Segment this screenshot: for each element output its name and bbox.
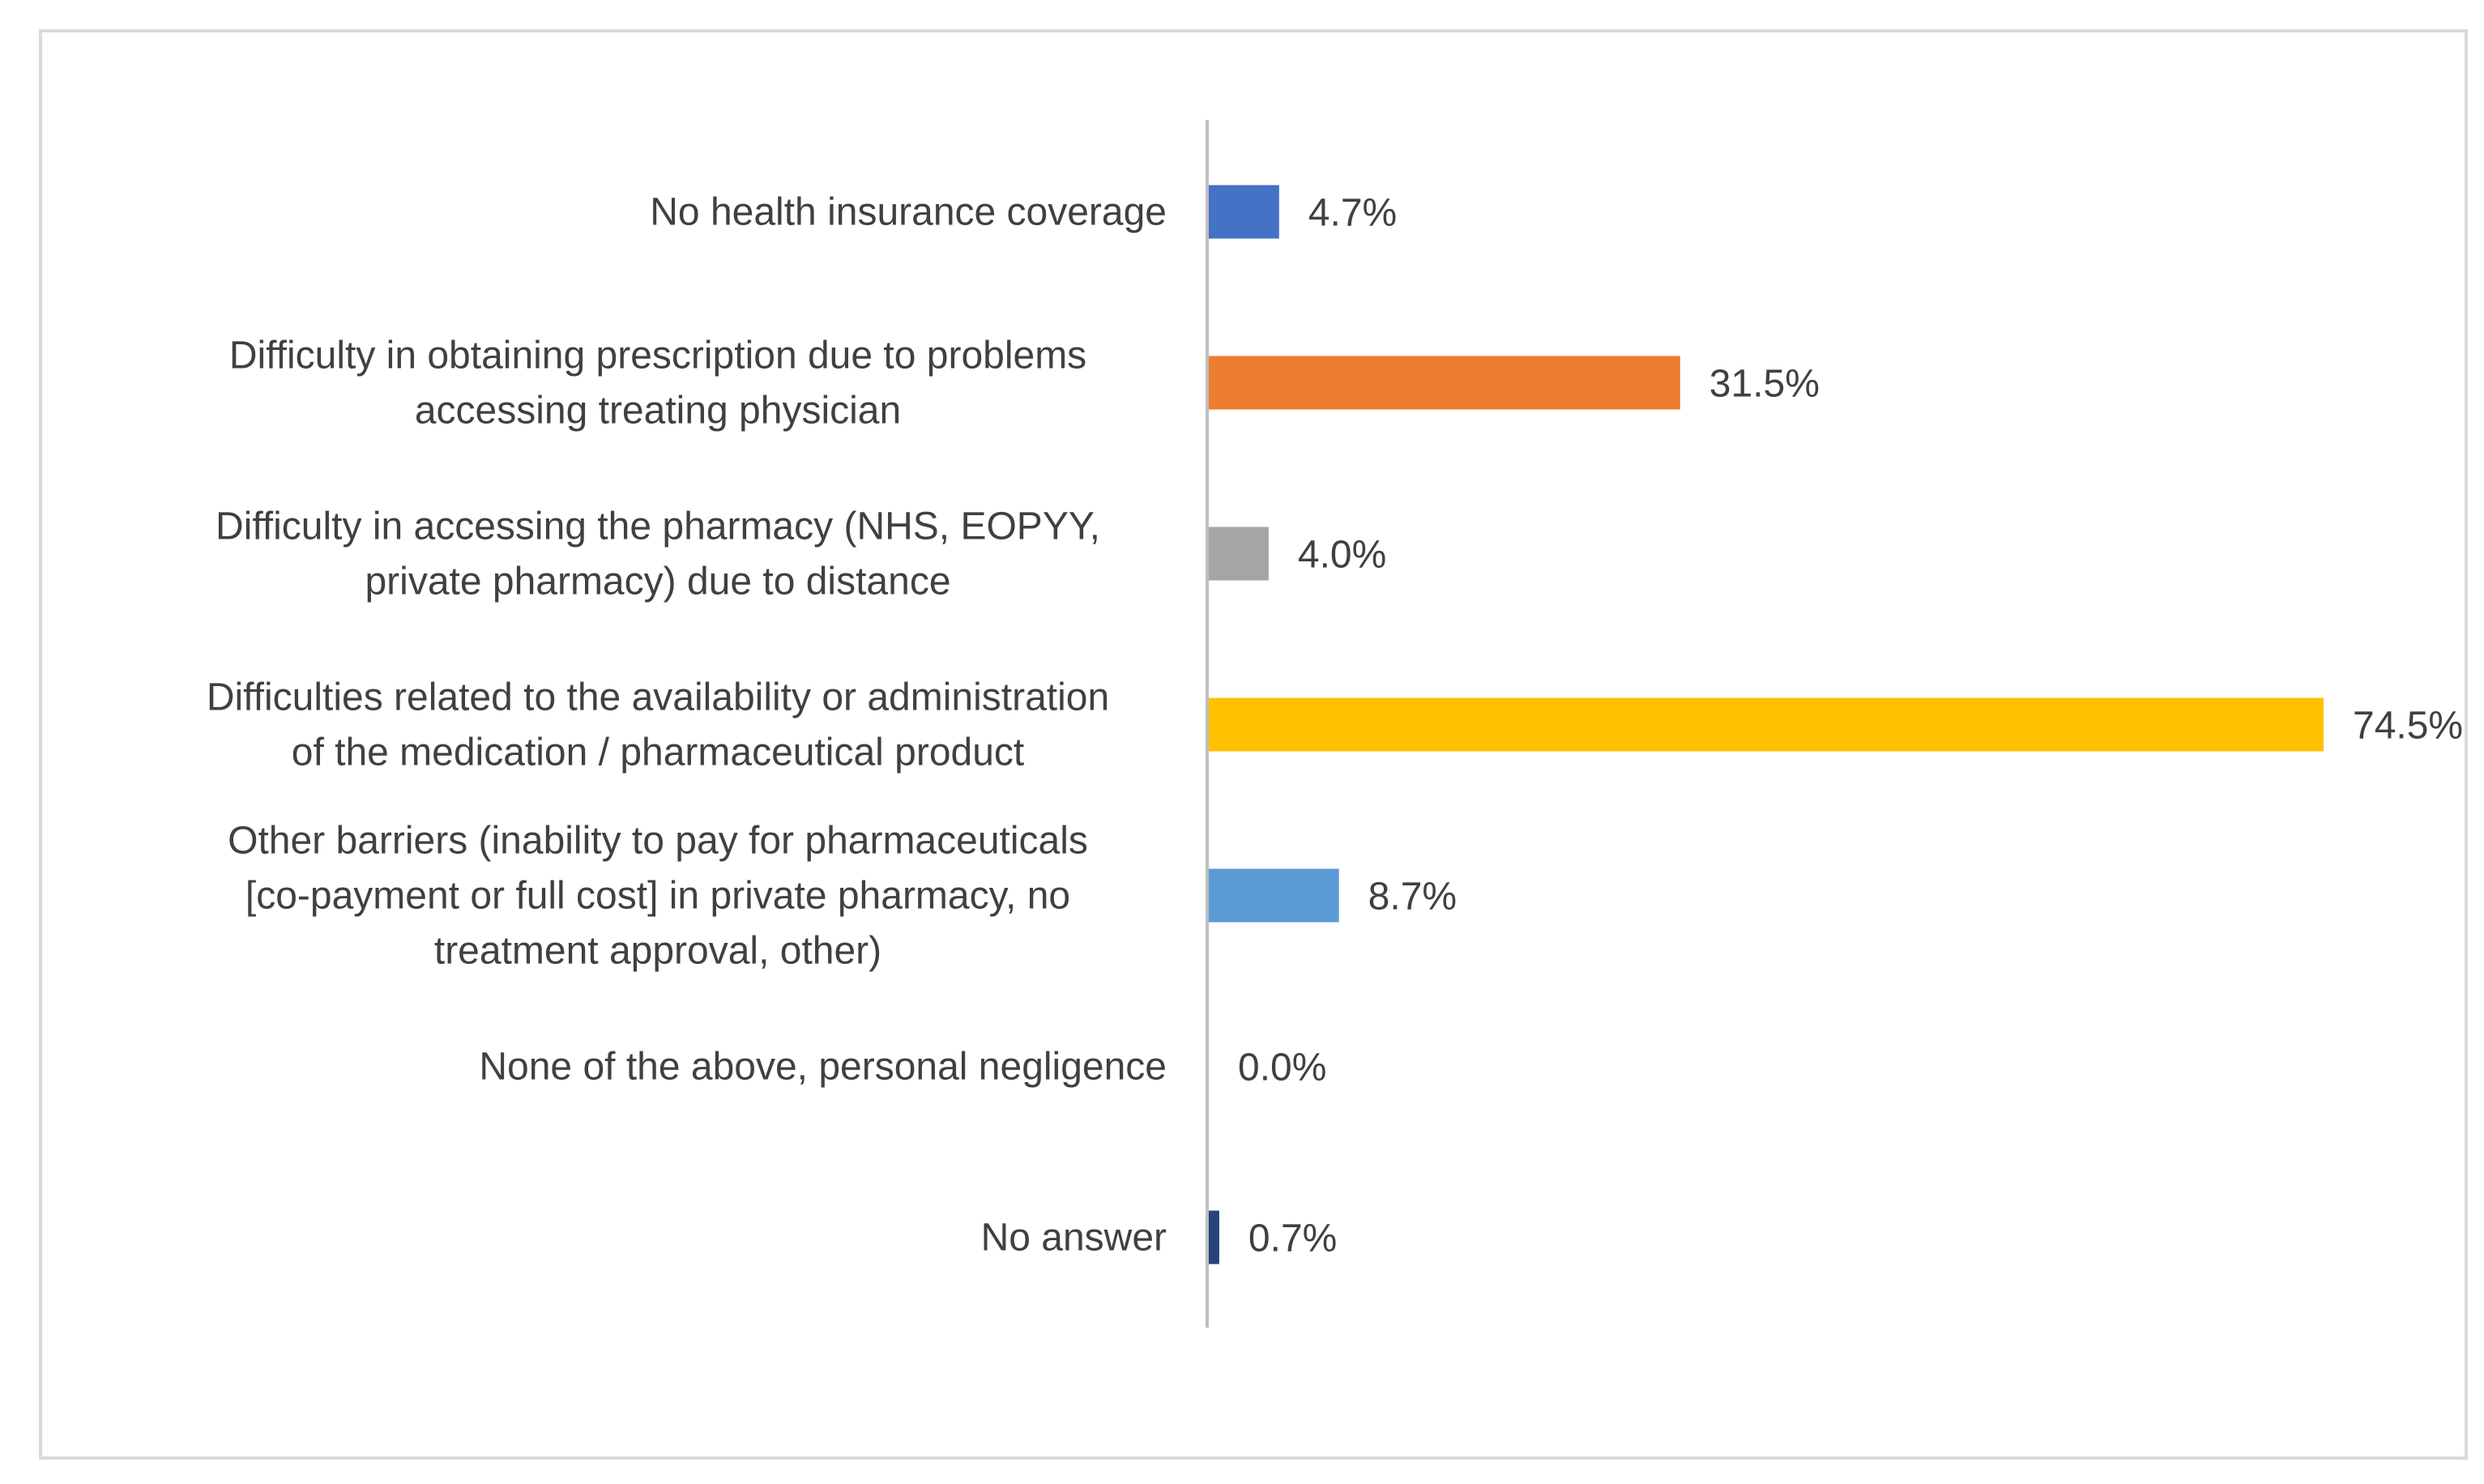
category-label-line: private pharmacy) due to distance (365, 561, 950, 603)
category-label: Other barriers (inability to pay for pha… (228, 820, 1088, 973)
category-label: Difficulty in accessing the pharmacy (NH… (216, 505, 1100, 603)
category-label-line: No answer (981, 1217, 1167, 1260)
value-label: 8.7% (1368, 876, 1457, 919)
bar (1209, 356, 1680, 410)
category-label-line: [co-payment or full cost] in private pha… (245, 875, 1070, 918)
category-label: Difficulties related to the availability… (207, 676, 1109, 774)
chart-frame: No health insurance coverage Difficulty i… (39, 29, 2468, 1460)
value-labels: 4.7% 31.5% 4.0% 74.5% 8.7% 0.0% 0.7% (1238, 192, 2463, 1260)
category-label-line: of the medication / pharmaceutical produ… (292, 731, 1025, 774)
value-label: 31.5% (1709, 363, 1820, 406)
value-label: 0.7% (1248, 1217, 1337, 1260)
category-label: Difficulty in obtaining prescription due… (229, 335, 1086, 433)
category-label-line: None of the above, personal negligence (479, 1046, 1167, 1089)
value-label: 0.0% (1238, 1047, 1326, 1090)
category-label-line: treatment approval, other) (434, 930, 881, 973)
value-label: 4.7% (1308, 192, 1397, 235)
category-label: None of the above, personal negligence (479, 1046, 1167, 1089)
bar (1209, 527, 1269, 581)
category-labels: No health insurance coverage Difficulty i… (207, 191, 1167, 1260)
bar (1209, 1210, 1219, 1264)
category-label-line: Other barriers (inability to pay for pha… (228, 820, 1088, 863)
bars (1209, 185, 2324, 1264)
bar (1209, 185, 1279, 239)
category-label: No health insurance coverage (650, 191, 1167, 234)
category-label-line: accessing treating physician (415, 390, 901, 433)
value-label: 4.0% (1298, 534, 1386, 577)
category-label-line: No health insurance coverage (650, 191, 1167, 234)
category-label-line: Difficulty in accessing the pharmacy (NH… (216, 505, 1100, 548)
bar-chart: No health insurance coverage Difficulty i… (207, 120, 2463, 1328)
category-label-line: Difficulties related to the availability… (207, 676, 1109, 719)
category-label-line: Difficulty in obtaining prescription due… (229, 335, 1086, 377)
value-label: 74.5% (2353, 705, 2463, 748)
category-label: No answer (981, 1217, 1167, 1260)
bar (1209, 697, 2324, 752)
bar (1209, 868, 1339, 923)
